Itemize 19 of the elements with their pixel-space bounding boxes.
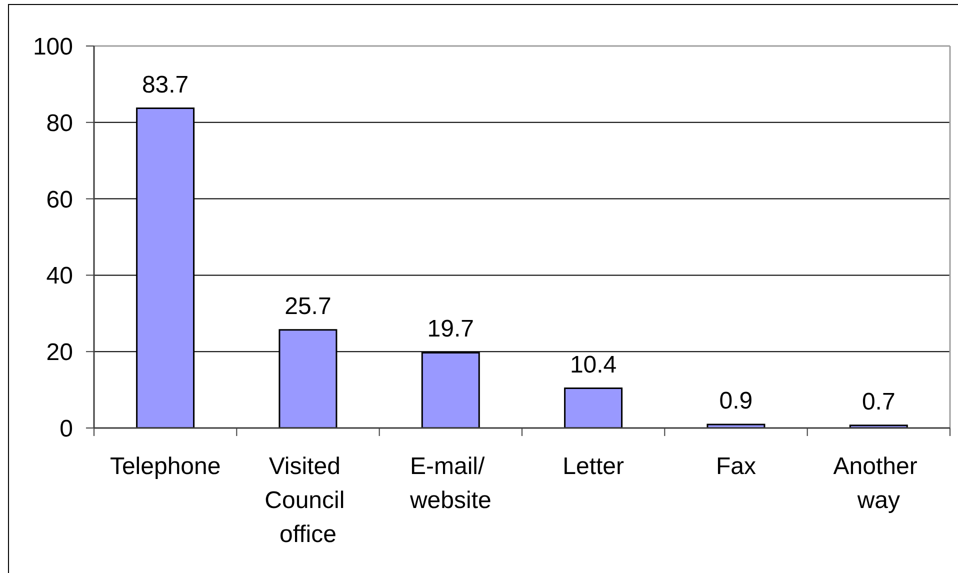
y-tick-label: 100 — [32, 34, 73, 61]
data-label: 83.7 — [142, 71, 189, 98]
y-tick-label: 40 — [46, 262, 73, 290]
data-label: 0.7 — [862, 388, 896, 416]
data-label: 25.7 — [284, 292, 332, 320]
y-tick-label: 20 — [46, 339, 73, 366]
x-tick-label: E-mail/ website — [408, 453, 492, 514]
x-tick-label: Another way — [833, 453, 924, 514]
data-label: 19.7 — [427, 316, 474, 343]
y-tick-label: 60 — [46, 186, 73, 214]
x-tick-label: Visited Council office — [264, 453, 352, 548]
x-tick-label: Fax — [716, 453, 756, 480]
data-label: 0.9 — [719, 388, 753, 415]
data-label: 10.4 — [570, 351, 617, 378]
x-tick-label: Telephone — [110, 453, 221, 480]
y-tick-label: 0 — [60, 416, 73, 443]
x-tick-label: Letter — [562, 453, 624, 480]
bar — [564, 388, 623, 428]
y-tick-label: 80 — [46, 110, 73, 137]
